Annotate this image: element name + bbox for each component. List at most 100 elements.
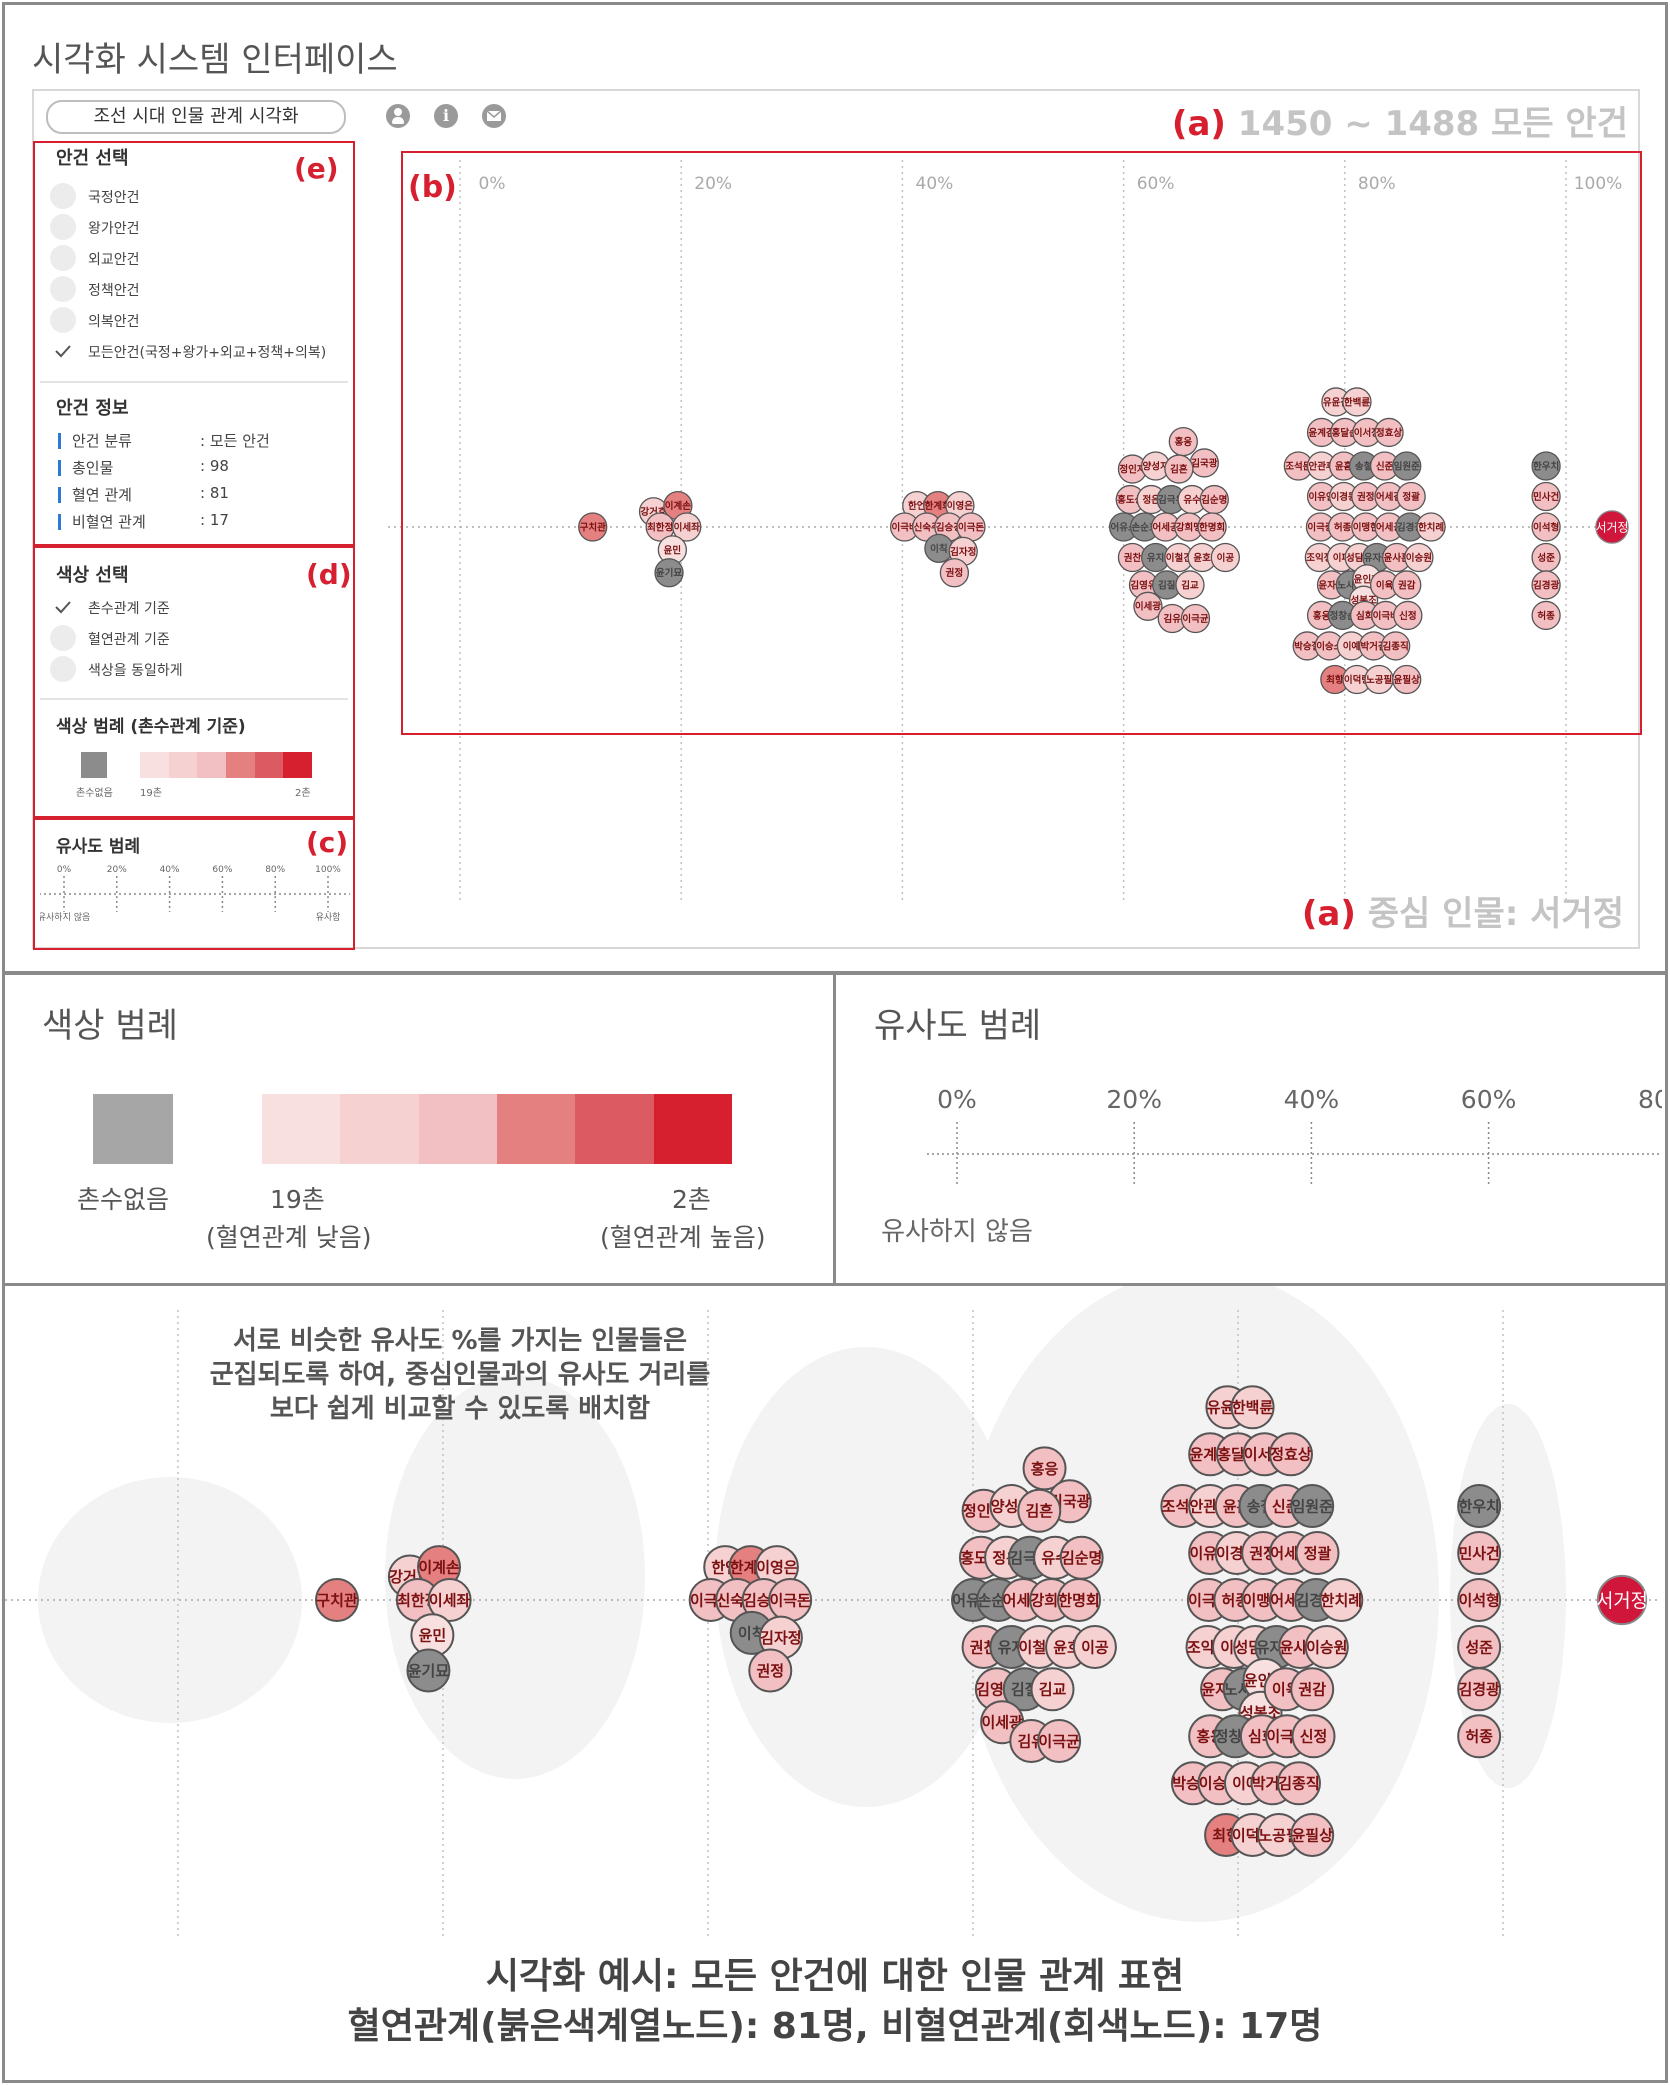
app-title-button[interactable]: 조선 시대 인물 관계 시각화 <box>46 100 346 134</box>
person-node[interactable]: 이승원 <box>1404 542 1434 573</box>
person-node[interactable]: 이극균 <box>1180 603 1211 634</box>
person-node[interactable]: 이맹현 <box>1351 512 1381 542</box>
person-node[interactable]: 이극돈 <box>768 1578 813 1622</box>
person-node[interactable]: 김흔 <box>1164 454 1194 484</box>
person-node[interactable]: 이칙 <box>924 533 954 564</box>
person-node[interactable]: 구치관 <box>578 512 608 542</box>
person-node[interactable]: 홍응 <box>1022 1446 1067 1491</box>
person-node[interactable]: 김질 <box>1152 570 1182 600</box>
option-row[interactable]: 왕가안건 <box>50 214 340 240</box>
person-node[interactable]: 홍달손 <box>1330 417 1360 448</box>
radio-icon[interactable] <box>50 183 76 209</box>
option-row[interactable]: 의복안건 <box>50 307 340 333</box>
person-node[interactable]: 이예 <box>1336 631 1367 661</box>
person-node[interactable]: 이극돈 <box>956 512 986 542</box>
person-node[interactable]: 홍응 <box>1168 426 1198 457</box>
person-node[interactable]: 김종직 <box>1381 631 1411 661</box>
person-node[interactable]: 이승원 <box>1304 1625 1349 1669</box>
person-node[interactable]: 한백륜 <box>1230 1385 1275 1430</box>
radio-icon[interactable] <box>50 656 76 682</box>
person-node[interactable]: 김교 <box>1030 1667 1075 1712</box>
person-node[interactable]: 김경광 <box>1457 1667 1502 1712</box>
person-node[interactable]: 이극균 <box>1037 1719 1082 1763</box>
person-node[interactable]: 박승질 <box>1292 631 1322 661</box>
person-node[interactable]: 민사건 <box>1531 481 1561 512</box>
person-node[interactable]: 이육 <box>1369 570 1400 600</box>
person-node[interactable]: 이서장 <box>1352 417 1382 448</box>
person-node[interactable]: 유윤겸 <box>1321 387 1351 417</box>
person-node[interactable]: 허종 <box>1327 512 1358 542</box>
person-node[interactable]: 한계희 <box>923 490 953 521</box>
person-node[interactable]: 한치례 <box>1319 1578 1364 1622</box>
person-node[interactable]: 신숙주 <box>912 512 942 542</box>
person-node[interactable]: 이공 <box>1072 1625 1117 1669</box>
person-node[interactable]: 권감 <box>1290 1667 1335 1712</box>
person-node[interactable]: 윤기묘 <box>654 558 684 588</box>
person-node[interactable]: 임원준 <box>1392 451 1422 481</box>
person-node[interactable]: 윤계겸 <box>1306 417 1337 448</box>
person-node[interactable]: 신정 <box>1291 1714 1336 1759</box>
radio-icon[interactable] <box>50 214 76 240</box>
person-node[interactable]: 이세좌 <box>427 1578 472 1622</box>
person-node[interactable]: 이석형 <box>1457 1578 1502 1622</box>
person-node[interactable]: 최한정 <box>645 512 675 542</box>
radio-icon[interactable] <box>50 245 76 271</box>
person-node[interactable]: 이승소 <box>1314 631 1344 661</box>
person-node[interactable]: 이유인 <box>1306 481 1337 512</box>
option-row[interactable]: 외교안건 <box>50 245 340 271</box>
option-row[interactable]: 정책안건 <box>50 276 340 302</box>
person-node[interactable]: 김종직 <box>1276 1761 1321 1806</box>
person-node[interactable]: 노공필 <box>1257 1813 1302 1857</box>
person-node[interactable]: 김흔 <box>1017 1488 1062 1533</box>
person-node[interactable]: 정효상 <box>1269 1432 1313 1477</box>
check-icon[interactable] <box>50 594 76 620</box>
person-node[interactable]: 신준 <box>1369 451 1400 481</box>
option-row[interactable]: 혈연관계 기준 <box>50 625 340 651</box>
person-node[interactable]: 이계손 <box>417 1545 462 1590</box>
person-node[interactable]: 이덕량 <box>1342 664 1372 695</box>
check-icon[interactable] <box>50 338 76 364</box>
radio-icon[interactable] <box>50 625 76 651</box>
person-node[interactable]: 윤기묘 <box>406 1648 451 1693</box>
person-node[interactable]: 양성지 <box>1141 451 1171 481</box>
person-node[interactable]: 한언 <box>902 490 932 521</box>
person-node[interactable]: 어세겸 <box>1374 481 1404 512</box>
person-node[interactable]: 허종 <box>1457 1714 1502 1759</box>
option-row[interactable]: 국정안건 <box>50 183 340 209</box>
person-node[interactable]: 유지 <box>1141 542 1171 573</box>
person-node[interactable]: 이영은 <box>945 490 975 521</box>
person-node[interactable]: 권정 <box>939 558 970 588</box>
person-node[interactable]: 신정 <box>1393 600 1423 631</box>
option-row[interactable]: 촌수관계 기준 <box>50 594 340 620</box>
person-node[interactable]: 이세좌 <box>672 512 702 542</box>
person-node[interactable]: 김순명 <box>1199 484 1229 515</box>
person-node[interactable]: 권감 <box>1392 570 1422 600</box>
person-node[interactable]: 구치관 <box>315 1578 359 1622</box>
person-node[interactable]: 조익정 <box>1304 542 1335 573</box>
person-node[interactable]: 윤필상 <box>1290 1813 1335 1857</box>
person-node[interactable]: 허종 <box>1531 600 1561 631</box>
center-person-node[interactable]: 서거정 <box>1596 1574 1648 1626</box>
person-node[interactable]: 이공 <box>1210 542 1241 573</box>
person-node[interactable]: 김순명 <box>1059 1535 1104 1580</box>
person-node[interactable]: 김교 <box>1175 570 1205 600</box>
person-node[interactable]: 임원준 <box>1290 1484 1335 1528</box>
person-node[interactable]: 권정 <box>1351 481 1381 512</box>
person-node[interactable]: 한명회 <box>1057 1578 1101 1622</box>
mail-icon[interactable] <box>482 104 506 128</box>
person-node[interactable]: 한치례 <box>1416 512 1446 542</box>
center-person-node[interactable]: 서거정 <box>1595 510 1629 544</box>
person-node[interactable]: 이극배 <box>889 512 920 542</box>
option-row[interactable]: 모든안건(국정+왕가+외교+정책+의복) <box>50 338 340 364</box>
person-node[interactable]: 김국광 <box>1189 448 1219 478</box>
person-node[interactable]: 김경광 <box>1531 570 1561 600</box>
person-node[interactable]: 이영은 <box>754 1545 799 1590</box>
person-node[interactable]: 정괄 <box>1295 1531 1340 1575</box>
person-node[interactable]: 한백륜 <box>1342 387 1372 417</box>
person-node[interactable]: 어세공 <box>1150 512 1181 542</box>
person-node[interactable]: 윤필상 <box>1392 664 1422 695</box>
info-icon[interactable]: i <box>434 104 458 128</box>
person-node[interactable]: 성준 <box>1457 1625 1502 1669</box>
person-node[interactable]: 정인지 <box>1117 454 1148 484</box>
person-node[interactable]: 이철견 <box>1164 542 1194 573</box>
